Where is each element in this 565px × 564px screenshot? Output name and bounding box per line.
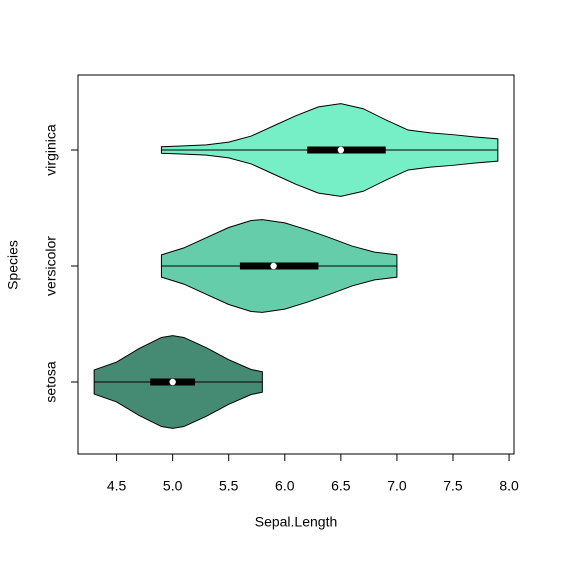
- median-dot: [169, 378, 176, 386]
- x-tick-label: 7.5: [443, 478, 463, 494]
- x-tick-label: 6.5: [331, 478, 351, 494]
- x-tick-label: 4.5: [107, 478, 127, 494]
- x-tick-label: 5.0: [163, 478, 183, 494]
- median-dot: [270, 262, 277, 270]
- y-tick-label: virginica: [43, 124, 59, 176]
- x-tick-label: 5.5: [219, 478, 239, 494]
- iqr-box: [307, 146, 386, 154]
- x-axis-label: Sepal.Length: [255, 514, 338, 530]
- x-tick-label: 6.0: [275, 478, 295, 494]
- iqr-box: [239, 262, 319, 270]
- x-tick-label: 8.0: [499, 478, 519, 494]
- y-axis-label: Species: [5, 240, 21, 290]
- x-tick-label: 7.0: [387, 478, 407, 494]
- median-dot: [337, 146, 345, 154]
- y-tick-label: versicolor: [43, 236, 59, 296]
- y-tick-label: setosa: [43, 361, 59, 402]
